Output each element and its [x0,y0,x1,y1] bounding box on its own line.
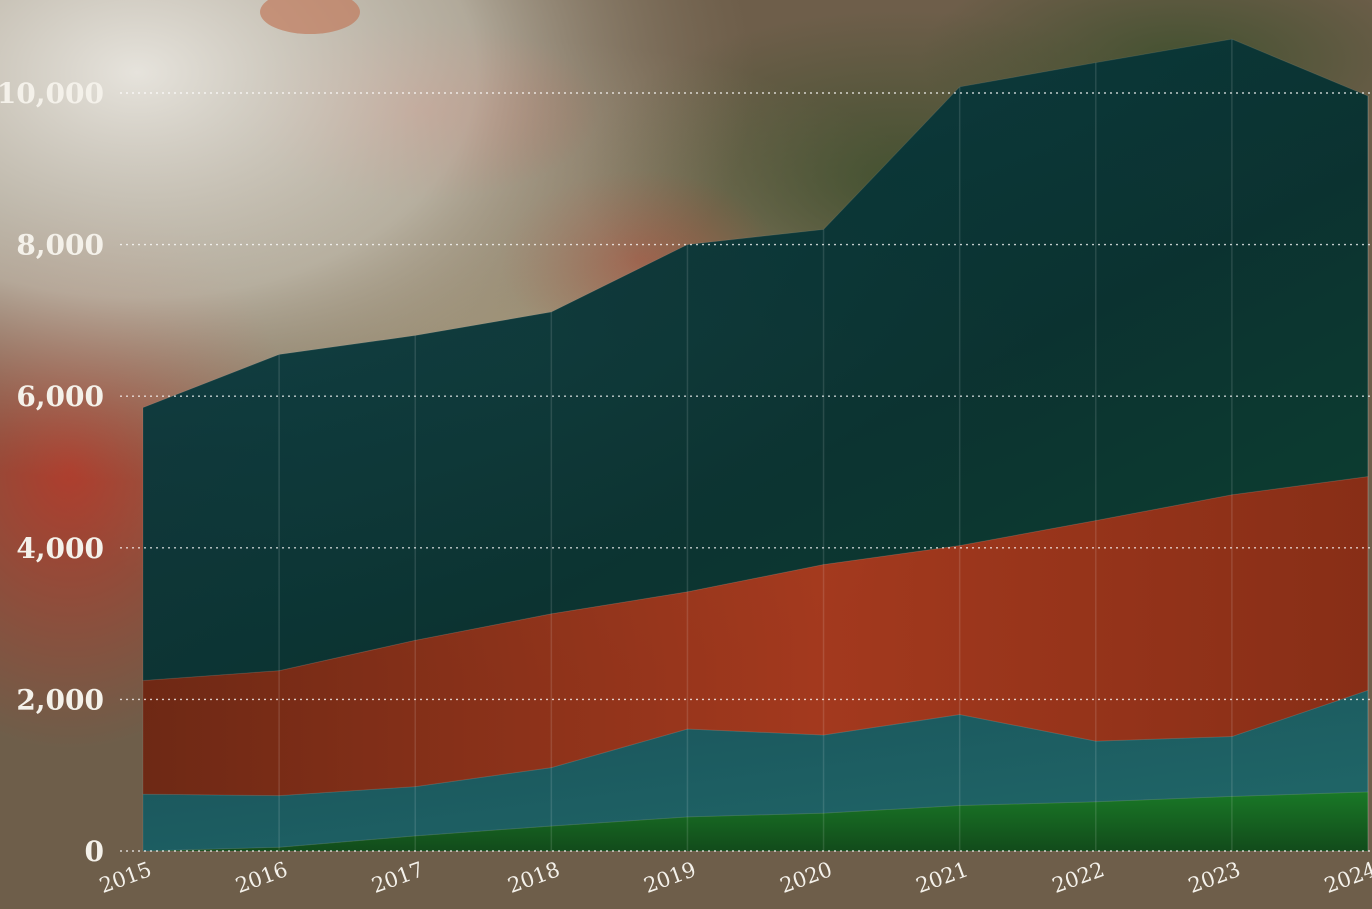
y-tick-label: 2,000 [16,683,104,716]
y-tick-label: 6,000 [16,380,104,413]
y-tick-label: 10,000 [0,77,104,110]
y-tick-label: 4,000 [16,532,104,565]
y-tick-label: 0 [85,835,104,868]
y-tick-label: 8,000 [16,229,104,262]
